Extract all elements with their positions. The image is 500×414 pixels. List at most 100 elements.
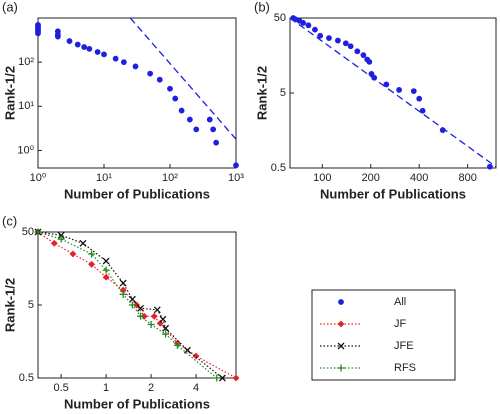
- data-point: [102, 257, 110, 265]
- panel-label: (b): [254, 0, 270, 14]
- data-point: [156, 319, 164, 327]
- data-point: [300, 20, 307, 26]
- data-point: [137, 304, 145, 312]
- data-point: [34, 228, 42, 236]
- data-point: [150, 312, 158, 320]
- legend-box: [311, 289, 456, 381]
- axes-box: [37, 17, 237, 169]
- data-point: [101, 51, 107, 58]
- panel-label: (c): [2, 213, 17, 228]
- data-point: [233, 162, 239, 169]
- data-point: [183, 346, 191, 354]
- data-point: [162, 330, 170, 338]
- data-point: [206, 116, 213, 123]
- data-point: [416, 95, 423, 102]
- data-point: [94, 49, 101, 55]
- data-point: [153, 306, 161, 314]
- data-point: [312, 26, 318, 33]
- data-point: [410, 88, 417, 94]
- legend-marker: [338, 299, 344, 305]
- data-point: [88, 260, 96, 268]
- x-tick-label: 10¹: [96, 172, 112, 184]
- data-point: [119, 279, 127, 287]
- y-tick-label: 5: [280, 87, 286, 99]
- data-point: [218, 374, 226, 382]
- data-point: [119, 290, 127, 298]
- y-tick-label: 5: [28, 299, 34, 311]
- x-tick-label: 4: [193, 382, 199, 394]
- data-point: [132, 63, 139, 70]
- data-point: [172, 95, 179, 102]
- data-point: [79, 239, 87, 247]
- legend-marker: [337, 342, 345, 350]
- x-axis-label: Number of Publications: [320, 186, 466, 201]
- series-line: [37, 231, 223, 379]
- data-point: [487, 163, 493, 170]
- y-tick-label: 10¹: [18, 100, 34, 112]
- legend-label: RFS: [394, 362, 416, 374]
- data-point: [74, 41, 81, 48]
- x-tick-label: 10⁰: [30, 172, 47, 184]
- data-point: [326, 35, 332, 41]
- data-point: [137, 312, 145, 320]
- y-tick-label: 50: [274, 12, 286, 24]
- data-point: [213, 374, 221, 382]
- y-tick-label: 0.5: [19, 372, 34, 384]
- data-point: [50, 239, 58, 247]
- data-point: [81, 44, 88, 50]
- legend-marker: [337, 320, 345, 328]
- data-point: [173, 341, 181, 349]
- data-point: [193, 126, 200, 133]
- data-point: [128, 301, 136, 309]
- data-point: [178, 107, 185, 114]
- data-point: [69, 250, 77, 258]
- data-point: [366, 59, 373, 65]
- data-point: [88, 250, 96, 258]
- data-point: [120, 59, 127, 65]
- data-point: [57, 231, 65, 239]
- x-tick-label: 10³: [228, 172, 244, 184]
- data-point: [213, 139, 220, 146]
- legend-label: JFE: [394, 340, 414, 352]
- panel-label: (a): [2, 0, 18, 14]
- series-line: [37, 231, 218, 379]
- data-point: [57, 235, 65, 243]
- data-point: [210, 126, 217, 133]
- x-tick-label: 10²: [162, 172, 178, 184]
- x-tick-label: 2: [148, 382, 154, 394]
- data-point: [347, 43, 354, 50]
- data-point: [419, 107, 426, 114]
- legend-label: All: [394, 296, 406, 308]
- y-tick-label: 50: [22, 226, 34, 238]
- data-point: [317, 32, 324, 39]
- data-point: [167, 85, 173, 92]
- y-axis-label: Rank-1/2: [254, 66, 269, 120]
- data-point: [54, 33, 61, 40]
- data-point: [140, 312, 148, 320]
- data-point: [305, 22, 312, 29]
- y-tick-label: 10²: [18, 56, 34, 68]
- data-point: [102, 273, 110, 281]
- series-line: [129, 17, 237, 140]
- data-point: [35, 30, 41, 37]
- data-point: [147, 321, 155, 329]
- data-point: [368, 71, 375, 77]
- data-point: [156, 76, 163, 83]
- data-point: [162, 324, 170, 332]
- data-point: [334, 37, 341, 44]
- y-tick-label: 0.5: [271, 162, 286, 174]
- y-axis-label: Rank-1/2: [2, 278, 17, 332]
- data-point: [112, 55, 119, 62]
- x-tick-label: 100: [313, 172, 331, 184]
- data-point: [86, 46, 93, 52]
- legend-marker: [337, 364, 345, 372]
- data-point: [186, 116, 193, 123]
- data-point: [159, 315, 167, 323]
- legend-label: JF: [394, 318, 407, 330]
- y-axis-label: Rank-1/2: [2, 66, 17, 120]
- x-tick-label: 200: [362, 172, 380, 184]
- data-point: [354, 48, 361, 55]
- x-tick-label: 400: [410, 172, 428, 184]
- data-point: [342, 40, 349, 47]
